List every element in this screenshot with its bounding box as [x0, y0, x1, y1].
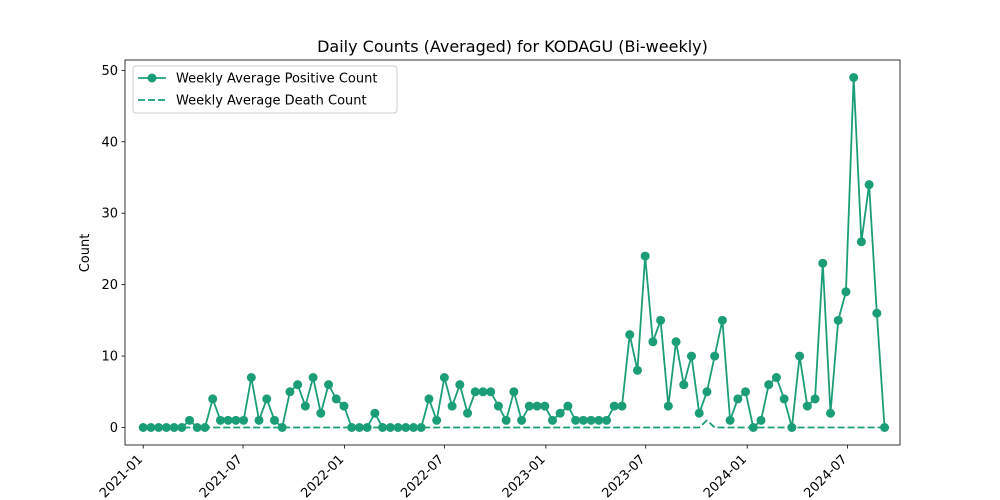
positive-count-point	[300, 401, 310, 411]
positive-count-point	[254, 415, 264, 425]
positive-count-point	[493, 401, 503, 411]
positive-count-point	[146, 423, 156, 432]
legend-label: Weekly Average Positive Count	[176, 72, 377, 87]
positive-count-point	[370, 408, 380, 418]
positive-count-point	[277, 423, 287, 432]
positive-count-point	[532, 401, 542, 411]
positive-count-point	[339, 401, 349, 411]
positive-count-point	[463, 408, 473, 418]
positive-count-point	[540, 401, 550, 411]
positive-count-point	[594, 415, 604, 425]
positive-count-point	[246, 373, 256, 382]
positive-count-point	[385, 423, 395, 432]
positive-count-point	[470, 387, 480, 397]
positive-count-point	[648, 337, 658, 347]
y-tick-label: 30	[101, 207, 118, 222]
positive-count-point	[215, 415, 225, 425]
positive-count-point	[825, 408, 835, 418]
positive-count-point	[640, 251, 650, 261]
death-count-line	[143, 419, 885, 429]
positive-count-point	[524, 401, 534, 411]
positive-count-point	[694, 408, 704, 418]
positive-count-point	[269, 415, 279, 425]
positive-count-point	[741, 387, 751, 397]
positive-count-point	[501, 415, 511, 425]
positive-count-point	[602, 415, 612, 425]
positive-count-point	[810, 394, 820, 404]
positive-count-point	[517, 415, 527, 425]
axes-frame	[124, 59, 901, 446]
positive-count-point	[378, 423, 388, 432]
y-tick-label: 0	[110, 421, 118, 436]
positive-count-point	[177, 423, 187, 432]
y-tick-label: 10	[101, 350, 118, 365]
positive-count-point	[625, 330, 635, 340]
positive-count-point	[632, 365, 642, 375]
legend-label: Weekly Average Death Count	[176, 94, 367, 109]
positive-count-point	[671, 337, 681, 347]
positive-count-point	[663, 401, 673, 411]
positive-count-point	[416, 423, 426, 432]
positive-count-point	[424, 394, 434, 404]
positive-count-point	[702, 387, 712, 397]
positive-count-point	[686, 351, 696, 361]
positive-count-point	[547, 415, 557, 425]
positive-count-point	[779, 394, 789, 404]
positive-count-point	[717, 315, 727, 325]
positive-count-point	[764, 380, 774, 390]
y-tick-label: 50	[101, 64, 118, 79]
positive-count-point	[771, 373, 781, 382]
positive-count-point	[733, 394, 743, 404]
legend-positive-marker	[147, 73, 157, 83]
positive-count-point	[185, 415, 195, 425]
positive-count-point	[285, 387, 295, 397]
positive-count-point	[231, 415, 241, 425]
positive-count-point	[872, 308, 882, 318]
positive-count-point	[439, 373, 449, 382]
positive-count-point	[849, 73, 859, 82]
positive-count-point	[509, 387, 519, 397]
positive-count-point	[818, 258, 828, 268]
positive-count-point	[432, 415, 442, 425]
positive-count-point	[856, 237, 866, 247]
positive-count-point	[578, 415, 588, 425]
positive-count-point	[316, 408, 326, 418]
positive-count-point	[656, 315, 666, 325]
positive-count-point	[455, 380, 465, 390]
positive-count-point	[563, 401, 573, 411]
positive-count-point	[239, 415, 249, 425]
positive-count-point	[679, 380, 689, 390]
positive-count-point	[486, 387, 496, 397]
y-tick-label: 20	[101, 278, 118, 293]
legend: Weekly Average Positive Count Weekly Aver…	[132, 65, 398, 114]
positive-count-point	[725, 415, 735, 425]
legend-frame	[132, 65, 398, 114]
positive-count-point	[331, 394, 341, 404]
positive-count-point	[710, 351, 720, 361]
positive-count-point	[864, 180, 874, 190]
positive-count-point	[802, 401, 812, 411]
chart-title: Daily Counts (Averaged) for KODAGU (Bi-w…	[317, 37, 708, 56]
positive-count-point	[609, 401, 619, 411]
positive-count-point	[208, 394, 218, 404]
positive-count-point	[555, 408, 565, 418]
positive-count-point	[447, 401, 457, 411]
positive-count-point	[571, 415, 581, 425]
positive-count-point	[756, 415, 766, 425]
positive-count-point	[223, 415, 233, 425]
positive-count-point	[324, 380, 334, 390]
y-tick-label: 40	[101, 135, 118, 150]
positive-count-point	[833, 315, 843, 325]
positive-count-point	[293, 380, 303, 390]
y-axis-title: Count	[78, 234, 93, 273]
positive-count-point	[617, 401, 627, 411]
positive-count-point	[795, 351, 805, 361]
positive-count-point	[478, 387, 488, 397]
positive-count-point	[841, 287, 851, 297]
positive-count-point	[308, 373, 318, 382]
positive-count-point	[347, 423, 357, 432]
positive-count-point	[586, 415, 596, 425]
positive-count-point	[262, 394, 272, 404]
